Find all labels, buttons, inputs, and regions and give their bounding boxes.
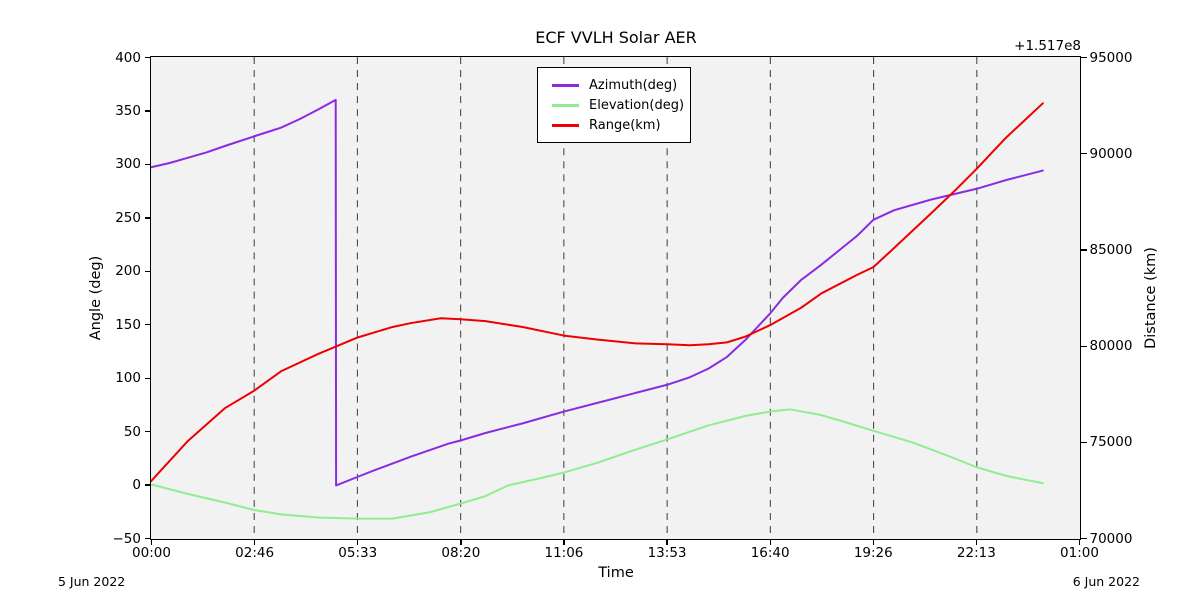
x-tick-label: 13:53 bbox=[647, 544, 687, 561]
y-right-tick-mark bbox=[1081, 249, 1087, 251]
legend-item: Elevation(deg) bbox=[552, 95, 684, 115]
y-left-tick-mark bbox=[144, 217, 150, 219]
right-axis-offset-label: +1.517e8 bbox=[1014, 38, 1081, 54]
end-date-label: 6 Jun 2022 bbox=[1072, 574, 1140, 589]
legend-line-swatch bbox=[552, 83, 579, 87]
y-left-tick-mark bbox=[144, 377, 150, 379]
x-tick-mark bbox=[460, 539, 462, 545]
legend-label: Elevation(deg) bbox=[589, 97, 685, 113]
y-right-tick-mark bbox=[1081, 56, 1087, 59]
y-right-tick-mark bbox=[1081, 345, 1087, 347]
x-tick-mark bbox=[1078, 539, 1081, 545]
x-tick-mark bbox=[254, 539, 256, 545]
chart-title: ECF VVLH Solar AER bbox=[535, 28, 697, 47]
start-date-label: 5 Jun 2022 bbox=[58, 574, 126, 589]
y-left-tick-label: 400 bbox=[115, 49, 141, 66]
y-left-tick-mark bbox=[144, 163, 150, 166]
y-right-tick-label: 95000 bbox=[1089, 49, 1133, 66]
y-axis-label-right: Distance (km) bbox=[1143, 247, 1159, 349]
y-right-tick-mark bbox=[1081, 537, 1087, 540]
legend-item: Range(km) bbox=[552, 115, 680, 135]
x-axis-label: Time bbox=[598, 565, 634, 581]
y-left-tick-label: 200 bbox=[115, 263, 141, 280]
y-left-tick-label: 150 bbox=[115, 316, 141, 333]
x-tick-label: 19:26 bbox=[853, 544, 893, 561]
x-tick-label: 16:40 bbox=[750, 544, 790, 561]
legend-label: Range(km) bbox=[589, 117, 661, 133]
series-line-azimuth-deg bbox=[151, 98, 1044, 487]
y-left-tick-mark bbox=[144, 110, 150, 112]
plot-area: Azimuth(deg) Elevation(deg) Range(km) bbox=[150, 56, 1081, 540]
x-tick-label: 22:13 bbox=[956, 544, 996, 561]
y-left-tick-mark bbox=[144, 324, 150, 326]
x-tick-label: 11:06 bbox=[544, 544, 584, 561]
y-right-tick-label: 80000 bbox=[1089, 338, 1133, 355]
y-left-tick-mark bbox=[144, 484, 150, 486]
x-tick-mark bbox=[975, 539, 978, 545]
y-left-tick-label: 300 bbox=[115, 156, 141, 173]
x-tick-label: 00:00 bbox=[132, 544, 171, 561]
y-left-tick-mark bbox=[144, 431, 150, 433]
x-tick-label: 01:00 bbox=[1060, 544, 1099, 561]
y-left-tick-label: 250 bbox=[115, 209, 141, 226]
y-left-tick-mark bbox=[144, 270, 150, 272]
x-tick-mark bbox=[872, 539, 874, 545]
x-tick-mark bbox=[769, 539, 771, 545]
series-line-range-km bbox=[151, 102, 1044, 483]
y-right-tick-label: 85000 bbox=[1089, 241, 1133, 258]
y-left-tick-label: 0 bbox=[132, 477, 141, 494]
x-tick-mark bbox=[666, 539, 668, 545]
y-left-tick-label: 350 bbox=[115, 102, 141, 119]
y-left-tick-mark bbox=[144, 56, 150, 59]
legend-item: Azimuth(deg) bbox=[552, 75, 680, 95]
x-tick-label: 08:20 bbox=[441, 544, 481, 561]
x-tick-mark bbox=[150, 539, 153, 545]
y-left-tick-mark bbox=[144, 537, 150, 540]
legend: Azimuth(deg) Elevation(deg) Range(km) bbox=[537, 67, 691, 143]
y-right-tick-label: 75000 bbox=[1089, 434, 1133, 451]
y-left-tick-label: 50 bbox=[123, 423, 141, 440]
series-line-elevation-deg bbox=[151, 408, 1044, 520]
x-tick-mark bbox=[563, 539, 565, 545]
y-right-tick-label: 70000 bbox=[1089, 530, 1133, 547]
y-right-tick-mark bbox=[1081, 441, 1087, 443]
y-left-tick-label: −50 bbox=[112, 530, 142, 547]
y-left-tick-label: 100 bbox=[115, 370, 141, 387]
legend-label: Azimuth(deg) bbox=[589, 77, 678, 93]
x-tick-label: 02:46 bbox=[235, 544, 275, 561]
x-tick-mark bbox=[357, 539, 359, 545]
y-right-tick-label: 90000 bbox=[1089, 145, 1133, 162]
legend-line-swatch bbox=[552, 123, 579, 127]
x-tick-label: 05:33 bbox=[338, 544, 378, 561]
y-right-tick-mark bbox=[1081, 153, 1087, 155]
legend-line-swatch bbox=[552, 103, 579, 107]
